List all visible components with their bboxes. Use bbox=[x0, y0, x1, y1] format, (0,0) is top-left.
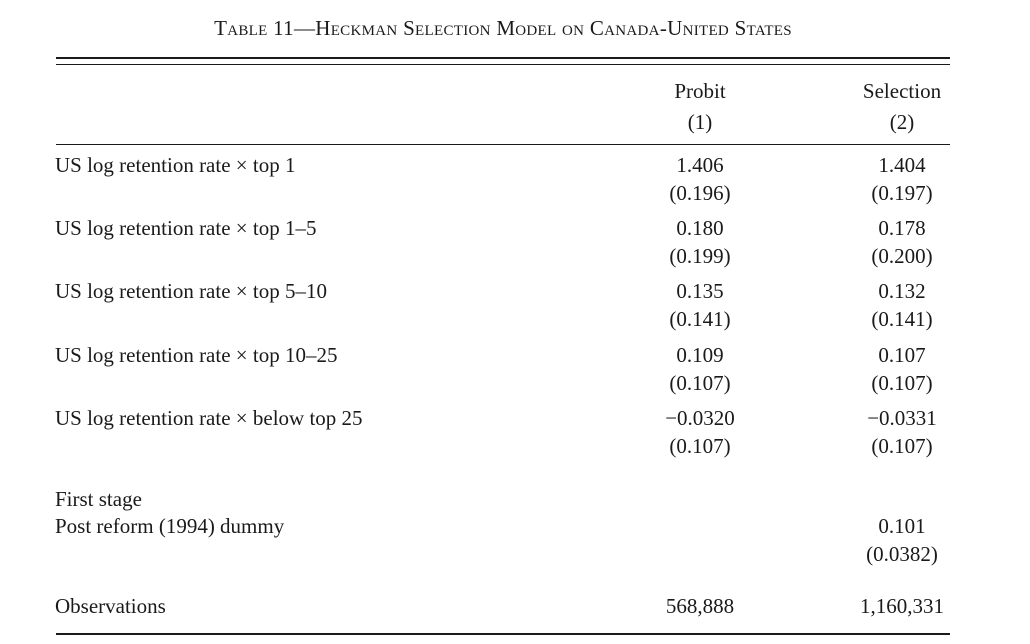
probit-cell: −0.0320 (0.107) bbox=[640, 404, 760, 460]
coefficient: 0.132 bbox=[878, 279, 926, 303]
row-label: US log retention rate × below top 25 bbox=[55, 406, 363, 430]
standard-error: (0.0382) bbox=[866, 542, 938, 566]
row-label: Post reform (1994) dummy bbox=[55, 514, 285, 538]
row-label: US log retention rate × top 1 bbox=[55, 153, 296, 177]
top-rule bbox=[56, 57, 950, 59]
selection-cell: 1.404 (0.197) bbox=[843, 151, 961, 207]
probit-cell: 1.406 (0.196) bbox=[640, 151, 760, 207]
column-name: Probit bbox=[674, 79, 726, 103]
coefficient: 0.180 bbox=[676, 216, 724, 240]
observations-probit: 568,888 bbox=[665, 594, 735, 618]
column-name: Selection bbox=[862, 79, 942, 103]
coefficient: 0.109 bbox=[676, 343, 724, 367]
coefficient: −0.0331 bbox=[867, 406, 937, 430]
row-label: US log retention rate × top 1–5 bbox=[55, 216, 317, 240]
observations-selection: 1,160,331 bbox=[860, 594, 944, 618]
selection-cell: 0.101 (0.0382) bbox=[843, 512, 961, 568]
column-header-selection: Selection (2) bbox=[843, 76, 961, 138]
probit-cell: 0.180 (0.199) bbox=[640, 214, 760, 270]
selection-cell: 0.107 (0.107) bbox=[843, 341, 961, 397]
coefficient: 0.101 bbox=[878, 514, 926, 538]
standard-error: (0.200) bbox=[871, 244, 933, 268]
standard-error: (0.141) bbox=[871, 307, 933, 331]
standard-error: (0.107) bbox=[669, 371, 731, 395]
coefficient: 0.107 bbox=[878, 343, 926, 367]
standard-error: (0.107) bbox=[871, 371, 933, 395]
coefficient: 1.404 bbox=[878, 153, 926, 177]
table-title: Table 11—Heckman Selection Model on Cana… bbox=[214, 16, 792, 40]
coefficient: 1.406 bbox=[676, 153, 724, 177]
bottom-rule bbox=[56, 633, 950, 635]
standard-error: (0.196) bbox=[669, 181, 731, 205]
top-rule-inner bbox=[56, 64, 950, 65]
selection-cell: 0.132 (0.141) bbox=[843, 277, 961, 333]
column-number: (1) bbox=[687, 110, 713, 134]
row-label: US log retention rate × top 5–10 bbox=[55, 279, 327, 303]
coefficient: 0.178 bbox=[878, 216, 926, 240]
coefficient: −0.0320 bbox=[665, 406, 735, 430]
coefficient: 0.135 bbox=[676, 279, 724, 303]
selection-cell: 0.178 (0.200) bbox=[843, 214, 961, 270]
standard-error: (0.141) bbox=[669, 307, 731, 331]
observations-label: Observations bbox=[55, 594, 166, 618]
column-header-probit: Probit (1) bbox=[640, 76, 760, 138]
standard-error: (0.199) bbox=[669, 244, 731, 268]
probit-cell: 0.109 (0.107) bbox=[640, 341, 760, 397]
row-label: US log retention rate × top 10–25 bbox=[55, 343, 338, 367]
standard-error: (0.197) bbox=[871, 181, 933, 205]
first-stage-heading: First stage bbox=[55, 487, 142, 511]
standard-error: (0.107) bbox=[871, 434, 933, 458]
probit-cell: 0.135 (0.141) bbox=[640, 277, 760, 333]
standard-error: (0.107) bbox=[669, 434, 731, 458]
column-number: (2) bbox=[889, 110, 915, 134]
header-rule bbox=[56, 144, 950, 145]
selection-cell: −0.0331 (0.107) bbox=[843, 404, 961, 460]
